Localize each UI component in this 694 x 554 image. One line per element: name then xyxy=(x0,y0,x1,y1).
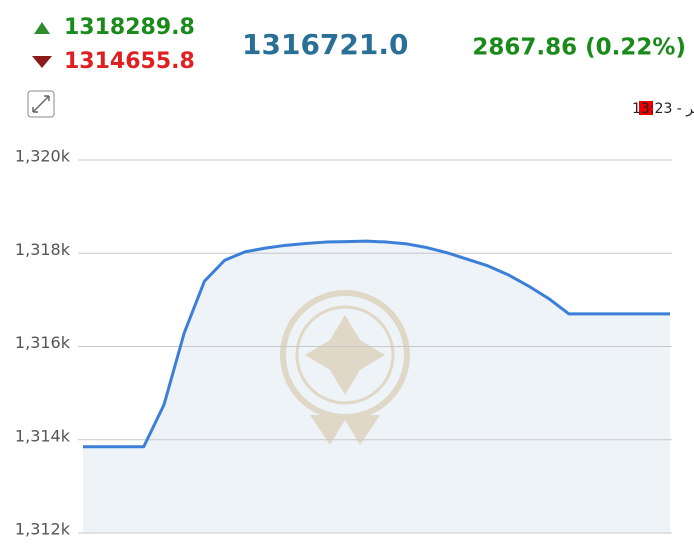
line xyxy=(83,239,670,449)
update-label: بروزرسانی آمار:16 مهر - 13:23 xyxy=(632,100,694,117)
area xyxy=(83,241,670,533)
expand-icon xyxy=(32,95,50,113)
down-icon xyxy=(32,56,52,68)
last-value: 1316721.0 xyxy=(242,28,409,61)
y-tick-label: 1,316k xyxy=(15,333,71,352)
legend-swatch xyxy=(639,101,653,115)
low-value: 1314655.8 xyxy=(64,49,195,74)
high-value: 1318289.8 xyxy=(64,15,195,40)
y-tick-label: 1,318k xyxy=(15,240,71,259)
up-icon xyxy=(34,22,50,34)
y-tick-label: 1,320k xyxy=(15,147,71,166)
y-tick-label: 1,312k xyxy=(15,520,71,539)
y-tick-label: 1,314k xyxy=(15,426,71,445)
watermark xyxy=(280,290,410,445)
change-value: 2867.86 (0.22%) xyxy=(472,35,686,61)
